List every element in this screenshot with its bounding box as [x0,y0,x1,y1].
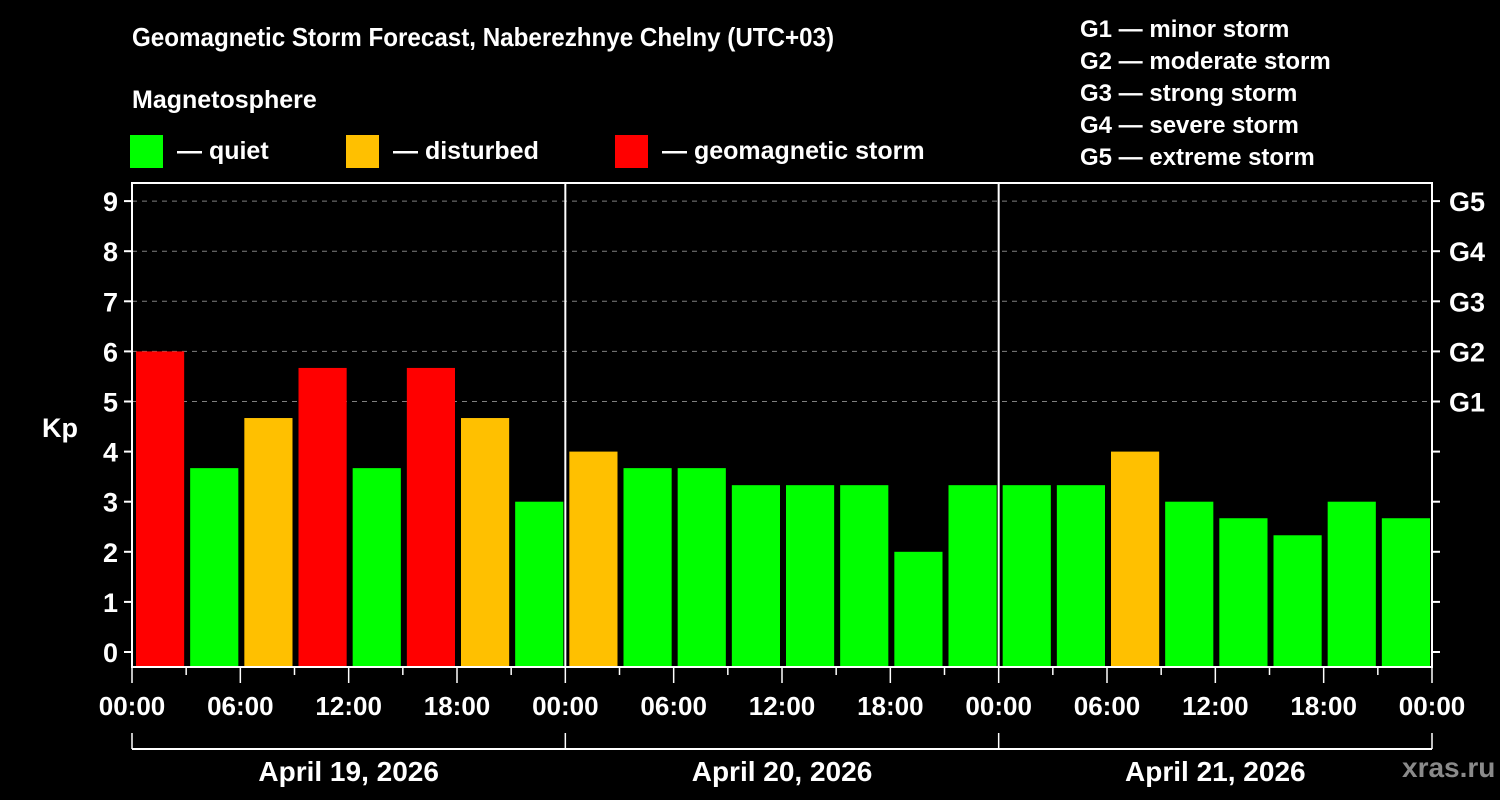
kp-bar [352,468,401,667]
kp-bar [1327,501,1376,667]
x-tick-label: 12:00 [315,691,382,721]
y-tick-label: 7 [103,287,118,317]
kp-bar [1273,535,1322,667]
x-tick-label: 18:00 [424,691,491,721]
kp-bar [840,485,889,667]
y-tick-label: 1 [103,588,118,618]
g5-label: G5 — extreme storm [1080,144,1315,171]
kp-bar [1165,501,1214,667]
y-axis-title: Kp [42,413,78,443]
day-label: April 21, 2026 [1125,756,1306,787]
y-tick-label: 4 [103,438,118,468]
x-tick-label: 00:00 [99,691,166,721]
x-tick-label: 00:00 [965,691,1032,721]
kp-bar [894,551,943,667]
x-tick-label: 00:00 [1399,691,1466,721]
x-tick-label: 06:00 [207,691,274,721]
x-tick-label: 12:00 [749,691,816,721]
g-axis-label: G4 [1449,237,1485,267]
x-tick-label: 18:00 [857,691,924,721]
y-tick-label: 2 [103,538,118,568]
y-tick-label: 9 [103,187,118,217]
g-scale-legend: G1 — minor storm G2 — moderate storm G3 … [1080,14,1331,174]
g-axis-label: G5 [1449,187,1485,217]
legend-storm-label: — geomagnetic storm [662,136,925,165]
kp-bar [461,418,510,667]
kp-bar [190,468,239,667]
kp-bar [1002,485,1051,667]
y-tick-label: 0 [103,638,118,668]
chart-title: Geomagnetic Storm Forecast, Naberezhnye … [132,22,835,52]
x-tick-label: 12:00 [1182,691,1249,721]
kp-bar [1056,485,1105,667]
g3-label: G3 — strong storm [1080,80,1298,107]
storm-swatch [615,134,648,168]
g4-label: G4 — severe storm [1080,112,1299,139]
y-tick-label: 6 [103,337,118,367]
disturbed-swatch [346,134,379,168]
kp-bar [244,418,293,667]
day-label: April 19, 2026 [258,756,439,787]
kp-bar [1381,518,1430,667]
kp-bar [136,351,185,667]
g1-label: G1 — minor storm [1080,16,1290,43]
g-axis-label: G3 [1449,287,1485,317]
g-axis-label: G1 [1449,388,1485,418]
x-tick-label: 18:00 [1290,691,1357,721]
kp-bar [298,367,347,667]
legend-quiet: — quiet [130,134,269,168]
y-tick-label: 5 [103,388,118,418]
y-tick-label: 3 [103,488,118,518]
x-tick-label: 06:00 [1074,691,1141,721]
kp-bar [1111,451,1160,667]
kp-bar [948,485,997,667]
g2-label: G2 — moderate storm [1080,48,1331,75]
legend-title: Magnetosphere [132,86,317,114]
quiet-swatch [130,134,163,168]
kp-bar [406,367,455,667]
legend-storm: — geomagnetic storm [615,134,925,168]
kp-bar [569,451,618,667]
g-axis-label: G2 [1449,337,1485,367]
kp-bar [515,501,564,667]
kp-bar [623,468,672,667]
legend-quiet-label: — quiet [177,136,269,165]
y-tick-label: 8 [103,237,118,267]
legend-disturbed: — disturbed [346,134,539,168]
kp-bar [1219,518,1268,667]
kp-bar [731,485,780,667]
kp-bar [786,485,835,667]
kp-bar [677,468,726,667]
day-label: April 20, 2026 [692,756,873,787]
x-tick-label: 00:00 [532,691,599,721]
watermark: xras.ru [1402,752,1496,783]
legend-disturbed-label: — disturbed [393,136,539,165]
x-tick-label: 06:00 [640,691,707,721]
